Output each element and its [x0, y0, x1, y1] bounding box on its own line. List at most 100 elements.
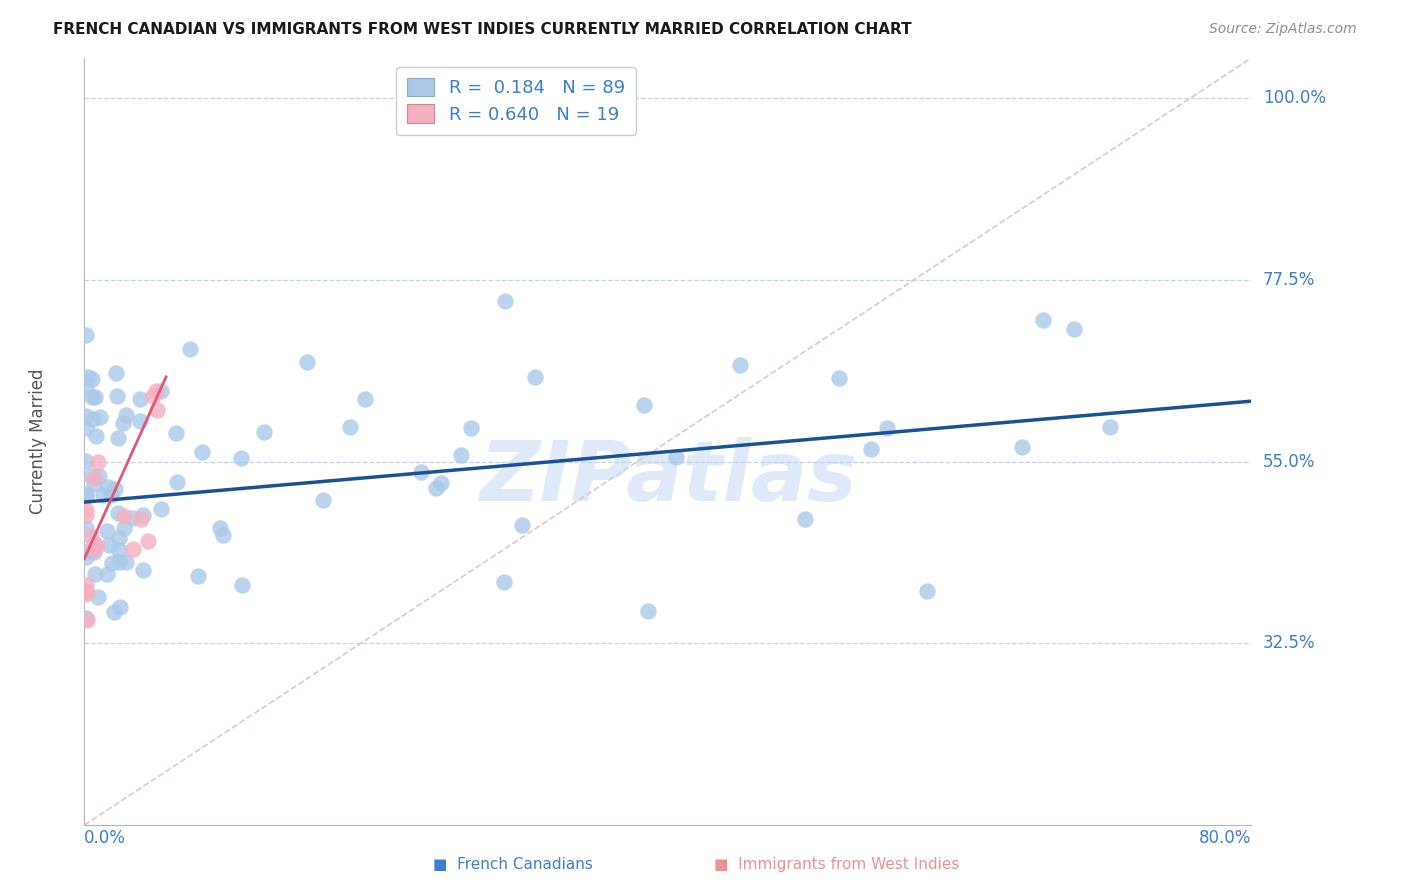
- Point: [107, 431, 129, 445]
- Point: [312, 493, 335, 508]
- Point: [425, 481, 447, 495]
- Point: [96, 566, 118, 581]
- Point: [80, 529, 103, 543]
- Point: [83, 471, 105, 485]
- Text: 55.0%: 55.0%: [1263, 453, 1316, 471]
- Point: [108, 531, 131, 545]
- Point: [103, 605, 125, 619]
- Point: [97, 537, 120, 551]
- Point: [75, 489, 97, 503]
- Text: 100.0%: 100.0%: [1263, 89, 1326, 107]
- Point: [105, 366, 128, 380]
- Point: [84, 390, 107, 404]
- Point: [82, 541, 104, 556]
- Point: [186, 568, 208, 582]
- Point: [82, 411, 104, 425]
- Point: [665, 450, 688, 464]
- Point: [132, 508, 155, 522]
- Legend: R =  0.184   N = 89, R = 0.640   N = 19: R = 0.184 N = 89, R = 0.640 N = 19: [396, 67, 636, 135]
- Point: [145, 384, 167, 398]
- Point: [1011, 440, 1033, 454]
- Point: [150, 384, 173, 399]
- Point: [86, 539, 108, 553]
- Point: [108, 600, 131, 615]
- Point: [75, 577, 97, 591]
- Point: [112, 508, 135, 523]
- Point: [83, 536, 105, 550]
- Point: [149, 502, 172, 516]
- Text: 32.5%: 32.5%: [1263, 634, 1316, 652]
- Point: [75, 508, 97, 522]
- Point: [859, 442, 882, 456]
- Point: [142, 389, 165, 403]
- Point: [100, 488, 122, 502]
- Point: [253, 425, 276, 440]
- Point: [295, 355, 318, 369]
- Point: [165, 425, 187, 440]
- Text: 80.0%: 80.0%: [1199, 830, 1251, 847]
- Point: [794, 512, 817, 526]
- Point: [108, 543, 131, 558]
- Point: [75, 550, 97, 565]
- Point: [84, 566, 107, 581]
- Point: [450, 449, 472, 463]
- Point: [637, 604, 659, 618]
- Point: [75, 521, 97, 535]
- Point: [828, 370, 851, 384]
- Text: Currently Married: Currently Married: [28, 368, 46, 515]
- Point: [114, 408, 136, 422]
- Point: [1032, 313, 1054, 327]
- Point: [339, 419, 361, 434]
- Point: [112, 521, 135, 535]
- Point: [75, 327, 97, 342]
- Point: [166, 475, 188, 489]
- Point: [190, 444, 212, 458]
- Point: [212, 527, 235, 541]
- Text: FRENCH CANADIAN VS IMMIGRANTS FROM WEST INDIES CURRENTLY MARRIED CORRELATION CHA: FRENCH CANADIAN VS IMMIGRANTS FROM WEST …: [53, 22, 912, 37]
- Point: [409, 465, 432, 479]
- Text: Source: ZipAtlas.com: Source: ZipAtlas.com: [1209, 22, 1357, 37]
- Point: [1099, 420, 1122, 434]
- Point: [136, 533, 159, 548]
- Point: [91, 488, 114, 502]
- Point: [75, 502, 97, 516]
- Point: [75, 421, 97, 435]
- Point: [77, 370, 100, 384]
- Point: [105, 389, 128, 403]
- Point: [354, 392, 377, 406]
- Point: [430, 475, 453, 490]
- Point: [132, 562, 155, 576]
- Text: 77.5%: 77.5%: [1263, 271, 1316, 289]
- Point: [146, 402, 169, 417]
- Point: [492, 574, 515, 589]
- Point: [633, 398, 655, 412]
- Point: [460, 421, 482, 435]
- Point: [75, 487, 97, 501]
- Point: [83, 476, 105, 491]
- Point: [80, 469, 103, 483]
- Point: [83, 544, 105, 558]
- Point: [76, 454, 98, 468]
- Point: [510, 518, 533, 533]
- Point: [75, 611, 97, 625]
- Text: ZIPatlas: ZIPatlas: [479, 437, 856, 518]
- Point: [494, 293, 516, 308]
- Point: [129, 414, 152, 428]
- Point: [76, 613, 98, 627]
- Point: [128, 392, 150, 406]
- Point: [179, 343, 201, 357]
- Point: [231, 578, 253, 592]
- Point: [75, 409, 97, 423]
- Point: [121, 542, 143, 557]
- Point: [915, 584, 938, 599]
- Point: [82, 390, 104, 404]
- Point: [82, 372, 104, 386]
- Point: [75, 545, 97, 559]
- Point: [108, 555, 131, 569]
- Point: [229, 450, 252, 465]
- Point: [84, 428, 107, 442]
- Point: [75, 584, 97, 599]
- Text: 0.0%: 0.0%: [84, 830, 127, 847]
- Point: [96, 524, 118, 539]
- Point: [115, 555, 138, 569]
